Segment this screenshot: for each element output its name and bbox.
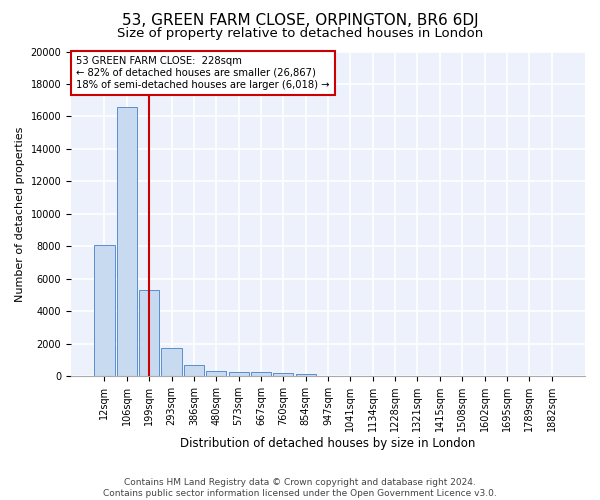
X-axis label: Distribution of detached houses by size in London: Distribution of detached houses by size … xyxy=(181,437,476,450)
Bar xyxy=(139,290,159,376)
Bar xyxy=(229,372,248,376)
Bar xyxy=(206,370,226,376)
Bar xyxy=(117,106,137,376)
Text: Size of property relative to detached houses in London: Size of property relative to detached ho… xyxy=(117,28,483,40)
Y-axis label: Number of detached properties: Number of detached properties xyxy=(15,126,25,302)
Bar xyxy=(161,348,182,376)
Text: 53, GREEN FARM CLOSE, ORPINGTON, BR6 6DJ: 53, GREEN FARM CLOSE, ORPINGTON, BR6 6DJ xyxy=(122,12,478,28)
Bar xyxy=(251,372,271,376)
Bar xyxy=(296,374,316,376)
Text: Contains HM Land Registry data © Crown copyright and database right 2024.
Contai: Contains HM Land Registry data © Crown c… xyxy=(103,478,497,498)
Bar xyxy=(94,244,115,376)
Bar xyxy=(273,373,293,376)
Text: 53 GREEN FARM CLOSE:  228sqm
← 82% of detached houses are smaller (26,867)
18% o: 53 GREEN FARM CLOSE: 228sqm ← 82% of det… xyxy=(76,56,329,90)
Bar xyxy=(184,365,204,376)
